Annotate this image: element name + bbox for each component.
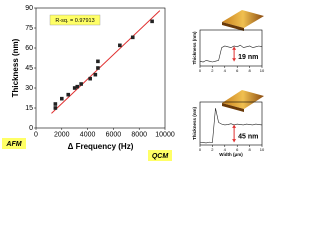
x-tick-label: 6 [236, 68, 239, 73]
y-tick-label: 45 [25, 65, 33, 72]
x-tick-label: 4 [224, 147, 227, 152]
x-tick-label: 0 [199, 147, 202, 152]
point [96, 59, 100, 64]
x-tick-label: 0 [34, 132, 38, 139]
y-axis-label: Thickness (nm) [11, 38, 20, 97]
afm-image [222, 90, 264, 109]
x-tick-label: 6000 [106, 132, 122, 139]
x-tick-label: 0 [199, 68, 202, 73]
profile-line [199, 44, 263, 63]
point [66, 92, 71, 97]
x-tick-label: 4 [224, 68, 227, 73]
x-tick-label: 6 [236, 147, 239, 152]
arrow-head [232, 139, 237, 143]
x-tick-label: 2000 [54, 132, 70, 139]
plot-frame [199, 29, 263, 67]
x-tick-label: 10000 [155, 132, 175, 139]
y-tick-label: 15 [25, 105, 33, 112]
point [72, 86, 77, 90]
left-label: AFM [5, 141, 21, 148]
plot-frame [199, 101, 263, 146]
right-label: QCM [152, 153, 169, 160]
annotation-box [49, 14, 101, 26]
x-tick-label: 8000 [131, 132, 147, 139]
x-tick-label: 10 [260, 68, 265, 73]
arrow-head [232, 46, 237, 50]
point [150, 19, 154, 24]
annotation: R-sq. = 0.97913 [55, 18, 94, 24]
x-axis-label: Δ Frequency (Hz) [68, 142, 134, 151]
point [118, 43, 122, 48]
point [60, 96, 64, 101]
x-tick-label: 2 [211, 147, 214, 152]
x-tick-label: 8 [248, 68, 251, 73]
fit-line [51, 10, 161, 114]
x-axis-label: Width (μm) [219, 152, 243, 157]
x-tick-label: 8 [248, 147, 251, 152]
y-axis-label: Thickness (nm) [192, 31, 197, 65]
annotation: 45 nm [238, 133, 258, 140]
point [88, 76, 92, 81]
arrow-head [232, 58, 237, 62]
y-tick-label: 60 [25, 45, 33, 52]
point [75, 84, 80, 89]
point [93, 72, 98, 77]
y-tick-label: 30 [25, 85, 33, 92]
x-tick-label: 2 [211, 68, 214, 73]
point [130, 35, 135, 40]
point [96, 66, 100, 70]
label-box [2, 138, 26, 149]
profile-line [199, 108, 263, 144]
y-tick-label: 90 [25, 5, 33, 12]
afm-image [222, 10, 264, 28]
arrow-head [232, 124, 237, 128]
x-tick-label: 10 [260, 147, 265, 152]
y-tick-label: 75 [25, 25, 33, 32]
x-tick-label: 4000 [80, 132, 96, 139]
annotation: 19 nm [238, 54, 258, 61]
point [79, 82, 83, 86]
afm-image-side [222, 103, 244, 112]
y-tick-label: 0 [29, 125, 33, 132]
afm-image-side [222, 22, 244, 31]
y-axis-label: Thickness (nm) [192, 106, 197, 140]
label-box [148, 150, 172, 161]
point [53, 106, 58, 110]
point [53, 102, 58, 106]
